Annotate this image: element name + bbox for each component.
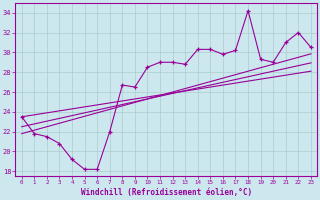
X-axis label: Windchill (Refroidissement éolien,°C): Windchill (Refroidissement éolien,°C) [81,188,252,197]
